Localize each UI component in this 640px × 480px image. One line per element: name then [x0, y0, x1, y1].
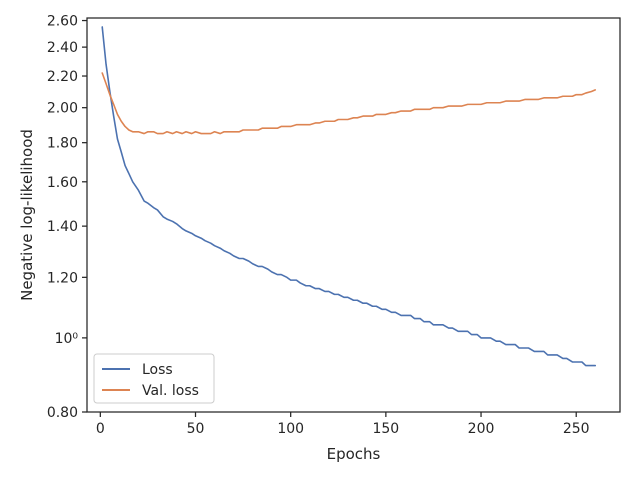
x-axis-ticks: 0 50 100 150 200 250 — [96, 412, 590, 437]
y-tick-label: 1.40 — [47, 219, 78, 235]
x-tick-label: 250 — [563, 421, 590, 437]
plot-frame — [86, 17, 621, 413]
y-tick-label: 1.80 — [47, 136, 78, 152]
x-tick-label: 50 — [187, 421, 205, 437]
y-tick-label: 2.60 — [47, 14, 78, 30]
y-axis-ticks: 0.80 10⁰ 1.20 1.40 1.60 1.80 2.00 2.20 2.40 2.60 — [47, 14, 87, 421]
legend: Loss Val. loss — [93, 353, 215, 404]
y-tick-label: 1.20 — [47, 270, 78, 286]
y-tick-label: 2.20 — [47, 69, 78, 85]
y-tick-label: 1.60 — [47, 175, 78, 191]
x-tick-label: 0 — [96, 421, 105, 437]
y-tick-label: 2.00 — [47, 101, 78, 117]
val-loss-line — [101, 72, 597, 135]
series-layer — [101, 26, 597, 367]
x-axis-label: Epochs — [327, 445, 381, 463]
legend-label-loss: Loss — [142, 362, 173, 378]
y-axis-label: Negative log-likelihood — [18, 129, 36, 301]
x-tick-label: 200 — [468, 421, 495, 437]
loss-line — [101, 26, 597, 367]
x-tick-label: 150 — [372, 421, 399, 437]
y-tick-label: 2.40 — [47, 40, 78, 56]
y-tick-label: 0.80 — [47, 405, 78, 421]
y-tick-label: 10⁰ — [55, 331, 79, 347]
legend-label-val-loss: Val. loss — [142, 383, 199, 399]
x-tick-label: 100 — [277, 421, 304, 437]
